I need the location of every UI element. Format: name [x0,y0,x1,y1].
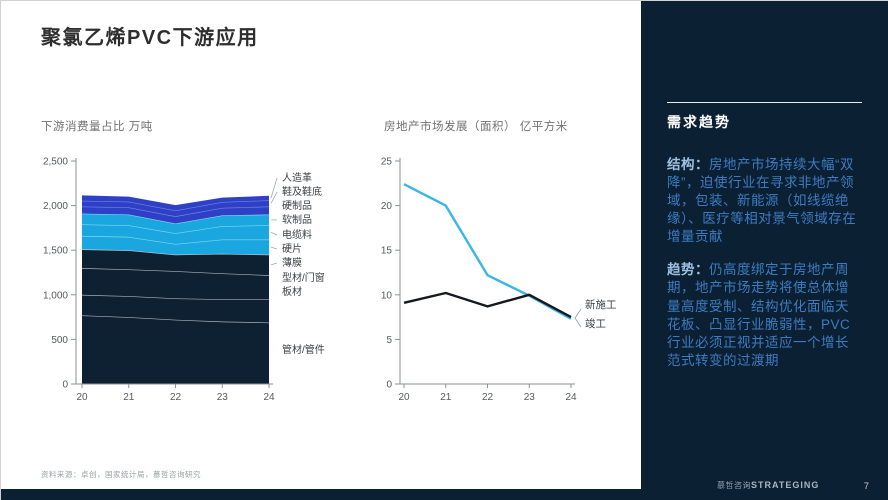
y-tick-label: 25 [381,157,393,168]
trend-paragraph: 趋势：仍高度绑定于房地产周期，地产市场走势将使总体增量高度受制、结构优化面临天花… [667,261,862,369]
x-tick-label: 24 [263,392,275,403]
area-band-5 [82,224,269,244]
left-chart-title: 下游消费量占比 万吨 [41,121,153,133]
band-label: 型材/门窗 [282,271,325,284]
label-leader [270,246,278,250]
y-tick-label: 0 [386,380,392,391]
right-chart-title: 房地产市场发展（面积） 亿平方米 [384,121,568,133]
y-tick-label: 20 [381,201,393,212]
area-band-0 [82,315,269,384]
brand-logo-en: STRATEGING [751,480,820,490]
label-bracket [574,308,582,319]
band-label: 硬片 [282,242,302,255]
brand-logo: 慕哲咨询STRATEGING [717,480,819,491]
sidebar-heading: 需求趋势 [667,114,731,130]
label-leader [270,191,278,204]
area-band-2 [82,268,269,300]
area-band-9 [82,195,269,211]
band-label: 硬制品 [282,199,312,212]
line-series-1 [403,291,572,319]
y-tick-label: 0 [62,380,68,391]
x-tick-label: 20 [398,392,410,403]
y-tick-label: 2,500 [43,157,68,168]
source-note: 资料来源：卓创，国家统计局，慕哲咨询研究 [41,470,201,479]
page-number: 7 [863,481,869,492]
band-label: 鞋及鞋底 [282,185,322,198]
bottom-bar [1,489,888,500]
brand-logo-cn: 慕哲咨询 [717,481,751,490]
band-label: 薄膜 [282,256,302,269]
x-tick-label: 21 [440,392,452,403]
band-label: 管材/管件 [282,343,325,356]
y-tick-label: 1,500 [43,246,68,257]
line-series-0 [403,183,572,320]
x-tick-label: 20 [76,392,88,403]
x-tick-label: 23 [524,392,536,403]
line-label: 新施工 [585,298,617,311]
x-tick-label: 22 [482,392,494,403]
area-band-7 [82,206,269,224]
y-tick-label: 1,000 [43,290,68,301]
structure-paragraph-lead: 结构： [667,157,709,172]
x-tick-label: 22 [170,392,182,403]
downstream-consumption-stacked-area-chart: 0 500 1,000 1,500 2,000 2,500 20 21 22 23 24 管材/管件 板… [43,157,325,404]
x-tick-label: 24 [565,392,577,403]
line-label: 竣工 [585,317,606,330]
y-tick-label: 10 [381,290,393,301]
label-leader [270,177,278,199]
x-tick-label: 23 [217,392,229,403]
page-title: 聚氯乙烯PVC下游应用 [41,27,259,49]
area-band-6 [82,213,269,234]
structure-paragraph: 结构：房地产市场持续大幅“双降”，迫使行业在寻求非地产领域，包装、新能源（如线缆… [667,156,862,246]
area-band-8 [82,200,269,217]
band-label: 板材 [282,285,302,298]
y-tick-label: 500 [51,335,68,346]
label-leader [270,262,278,266]
x-tick-label: 21 [123,392,135,403]
area-band-3 [82,249,269,276]
structure-paragraph-text: 房地产市场持续大幅“双降”，迫使行业在寻求非地产领域，包装、新能源（如线缆绝缘）… [667,157,857,245]
y-tick-label: 2,000 [43,201,68,212]
band-label: 软制品 [282,213,312,226]
demand-trends-sidebar: 需求趋势 结构：房地产市场持续大幅“双降”，迫使行业在寻求非地产领域，包装、新能… [641,1,888,500]
label-bracket [574,317,582,328]
y-tick-label: 15 [381,246,393,257]
band-label: 电缆料 [282,228,312,241]
y-tick-label: 5 [386,335,392,346]
area-band-1 [82,294,269,323]
sidebar-divider [667,102,862,103]
area-band-4 [82,235,269,255]
trend-paragraph-text: 仍高度绑定于房地产周期，地产市场走势将使总体增量高度受制、结构优化面临天花板、凸… [667,262,851,368]
label-leader [270,231,278,236]
trend-paragraph-lead: 趋势： [667,262,709,278]
band-label: 人造革 [282,171,312,184]
